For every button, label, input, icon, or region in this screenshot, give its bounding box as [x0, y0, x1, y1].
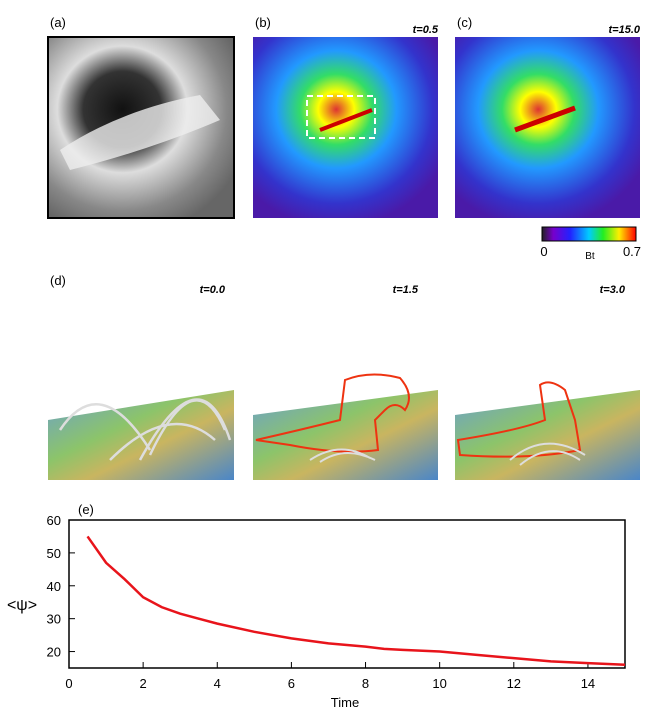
colorbar-label: Bt: [585, 251, 595, 262]
x-tick-label: 12: [507, 676, 521, 691]
panel-label: (c): [457, 15, 472, 30]
field-lines: [509, 442, 586, 466]
x-tick-label: 10: [432, 676, 446, 691]
image-c: [455, 37, 640, 218]
panel-label: (b): [255, 15, 271, 30]
time-label: t=15.0: [609, 24, 641, 36]
x-tick-label: 8: [362, 676, 369, 691]
flux-rope: [255, 373, 410, 453]
image-d2: [253, 390, 438, 480]
panel-label: (d): [50, 273, 66, 288]
y-tick-label: 40: [47, 579, 61, 594]
y-tick-label: 50: [47, 546, 61, 561]
x-tick-label: 2: [140, 676, 147, 691]
plot-frame: [68, 519, 626, 669]
y-axis-label: <ψ>: [7, 597, 37, 614]
colorbar-min: 0: [540, 244, 547, 259]
x-axis-label: Time: [331, 695, 359, 710]
x-tick-label: 14: [581, 676, 595, 691]
chart-title: (e): [78, 502, 94, 517]
y-tick-label: 60: [47, 513, 61, 528]
x-tick-label: 0: [65, 676, 72, 691]
current-sheet: [319, 108, 373, 132]
colorbar-max: 0.7: [623, 244, 641, 259]
time-label: t=0.0: [200, 284, 226, 296]
time-label: t=0.5: [413, 24, 439, 36]
time-label: t=1.5: [393, 284, 419, 296]
image-b: [253, 37, 438, 218]
x-tick-label: 6: [288, 676, 295, 691]
bright-region: [60, 95, 220, 170]
field-lines: [58, 398, 232, 461]
current-sheet: [514, 105, 576, 133]
y-tick-label: 20: [47, 645, 61, 660]
box: [306, 95, 376, 139]
field-lines: [309, 448, 376, 463]
colorbar: [541, 226, 637, 242]
time-label: t=3.0: [600, 284, 626, 296]
data-line: [86, 535, 626, 666]
x-tick-label: 4: [214, 676, 221, 691]
y-tick-label: 30: [47, 612, 61, 627]
panel-label: (a): [50, 15, 66, 30]
